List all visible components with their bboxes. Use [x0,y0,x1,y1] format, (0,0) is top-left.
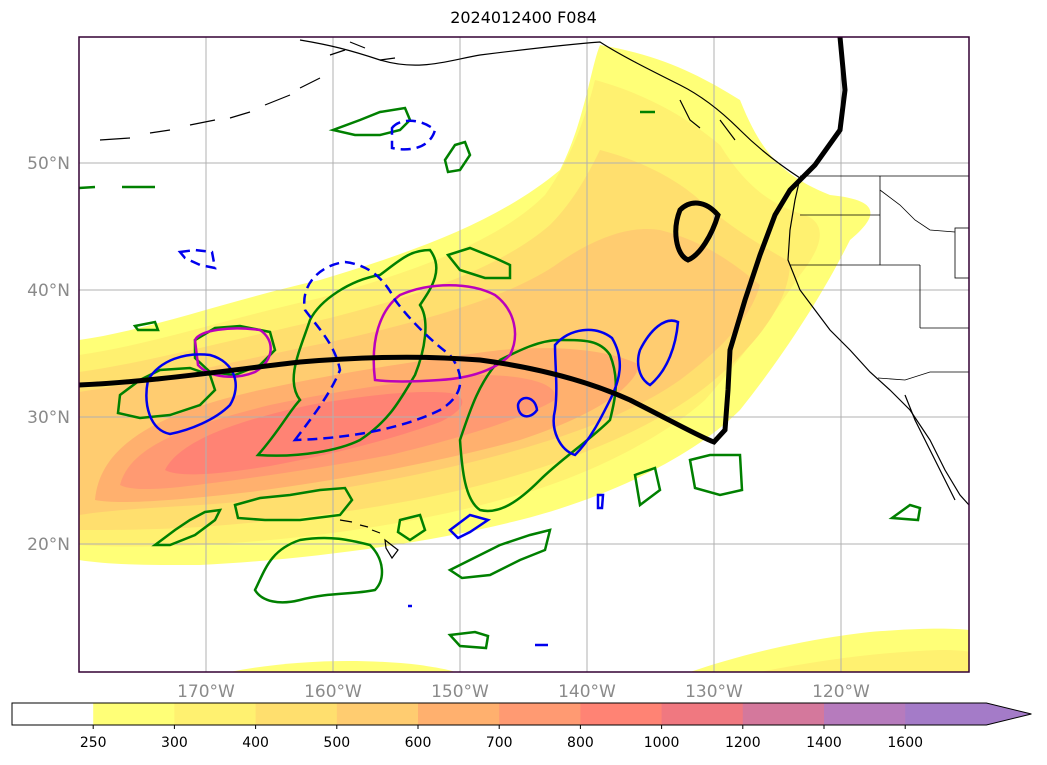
map-frame [78,36,970,673]
colorbar-segment [824,703,906,725]
borders [790,175,969,381]
colorbar-segment [255,703,338,725]
colorbar-label: 1200 [725,735,761,751]
colorbar-segment [905,703,987,725]
colorbar-label: 300 [161,735,188,751]
colorbar-label: 1000 [644,735,680,751]
colorbar-segment [580,703,663,725]
blue-contours [145,119,680,647]
colorbar-segment [661,703,744,725]
colorbar-segment [742,703,825,725]
latitude-labels: 50°N 40°N 30°N 20°N [27,154,70,555]
filled-plume [79,45,969,672]
colorbar-label: 400 [242,735,269,751]
lat-label-50n: 50°N [27,154,70,174]
colorbar-label: 250 [80,735,107,751]
colorbar-label: 800 [567,735,594,751]
colorbar-label: 500 [323,735,350,751]
colorbar-label: 1400 [806,735,842,751]
lat-label-40n: 40°N [27,281,70,301]
lat-label-30n: 30°N [27,408,70,428]
colorbar-segment [336,703,419,725]
magenta-contours [193,284,517,383]
colorbar-extend-arrow [986,703,1032,725]
lon-label-130w: 130°W [685,682,743,702]
colorbar-segment [12,703,94,725]
graticule [79,37,969,672]
colorbar-segment [174,703,257,725]
jet-lines [79,37,848,445]
lat-label-20n: 20°N [27,535,70,555]
longitude-labels: 170°W 160°W 150°W 140°W 130°W 120°W [177,682,870,702]
colorbar-label: 600 [405,735,432,751]
colorbar: 250 300 400 500 600 700 800 1000 1200 1400 1600 [11,702,1032,751]
coastlines [99,39,969,560]
colorbar-outline [11,702,1032,726]
colorbar-label: 1600 [887,735,923,751]
lon-label-120w: 120°W [812,682,870,702]
lon-label-170w: 170°W [177,682,235,702]
map-title: 2024012400 F084 [450,8,597,27]
colorbar-segment [499,703,581,725]
map-panel [79,37,969,672]
colorbar-segment [93,703,175,725]
lon-label-140w: 140°W [558,682,616,702]
lon-label-150w: 150°W [431,682,489,702]
colorbar-segment [418,703,500,725]
colorbar-label: 700 [486,735,513,751]
lon-label-160w: 160°W [304,682,362,702]
